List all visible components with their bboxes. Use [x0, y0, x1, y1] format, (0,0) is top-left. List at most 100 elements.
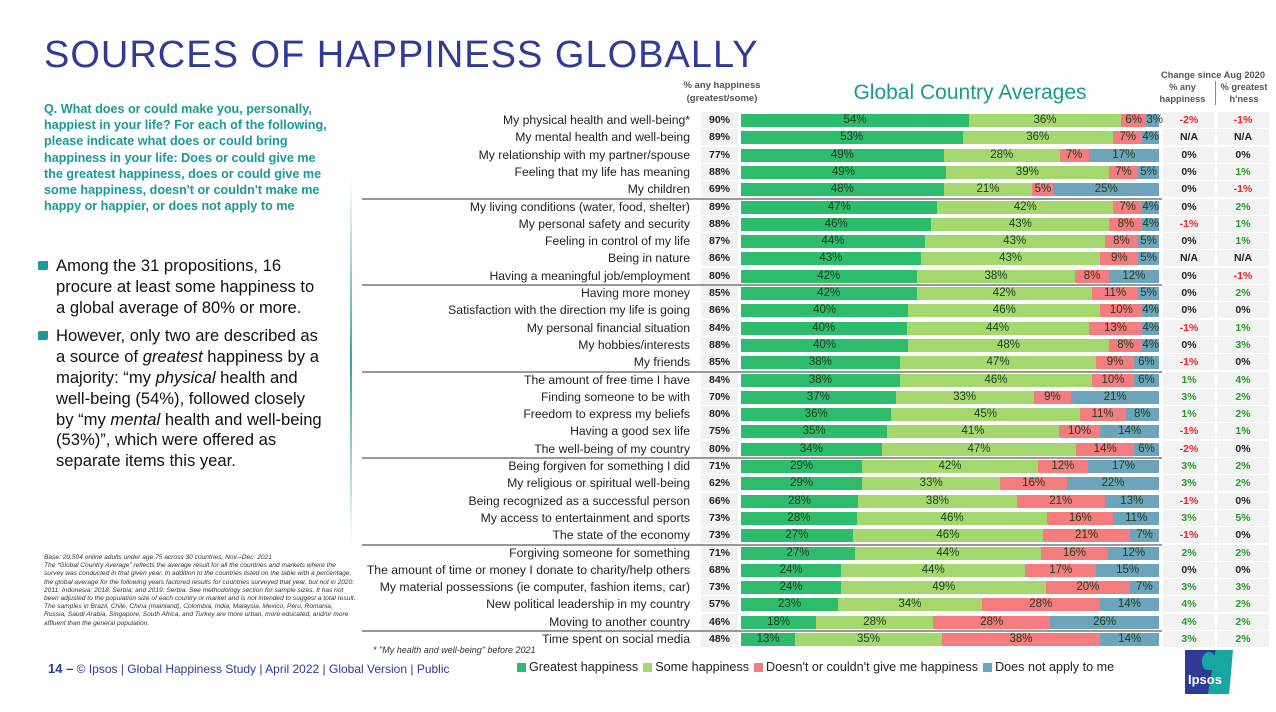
finding-bullet-1: Among the 31 propositions, 16 procure at… [36, 256, 326, 318]
not-apply-segment: 4% [1142, 304, 1159, 318]
group-separator [362, 543, 1162, 546]
change-greatest-value: 0% [1217, 354, 1269, 371]
stacked-bar: 53% 36% 7% 4% [741, 131, 1159, 145]
legend-swatch-icon [983, 662, 993, 672]
stacked-bar: 37% 33% 9% 21% [741, 390, 1159, 404]
some-segment: 43% [931, 217, 1110, 231]
group-separator [362, 630, 1162, 632]
legend-label: Greatest happiness [529, 660, 639, 674]
stacked-bar: 43% 43% 9% 5% [741, 252, 1159, 266]
change-any-value: 1% [1163, 406, 1215, 423]
some-segment: 44% [855, 546, 1041, 560]
any-happiness-value: 80% [701, 267, 738, 284]
no-happiness-segment: 7% [1108, 165, 1139, 179]
legend-item: Greatest happiness [517, 660, 638, 674]
greatest-segment: 54% [741, 114, 969, 127]
footnote-definition: The “Global Country Average” reflects th… [44, 562, 356, 603]
not-apply-segment: 6% [1134, 442, 1159, 456]
any-happiness-value: 73% [701, 509, 738, 526]
change-greatest-value: -1% [1217, 181, 1269, 198]
chart-title: Global Country Averages [853, 81, 1087, 104]
no-happiness-segment: 10% [1092, 373, 1134, 387]
greatest-segment: 42% [741, 269, 917, 283]
change-any-value: -1% [1163, 319, 1215, 336]
some-segment: 38% [858, 494, 1017, 508]
stacked-bar: 13% 35% 38% 14% [741, 633, 1159, 646]
stacked-bar: 29% 42% 12% 17% [741, 460, 1159, 473]
row-label: Being in nature [608, 251, 690, 266]
row-label: Having more money [580, 286, 690, 300]
stacked-bar: 40% 44% 13% 4% [741, 321, 1159, 335]
any-happiness-value: 85% [701, 354, 738, 371]
any-happiness-value: 62% [701, 475, 738, 492]
some-segment: 47% [881, 442, 1077, 456]
any-happiness-value: 86% [701, 250, 738, 267]
chart-row: Being forgiven for something I did 71% 29%… [0, 458, 1276, 475]
legend-item: Some happiness [643, 660, 749, 674]
row-label: The amount of free time I have [524, 372, 690, 387]
chart-row: My personal safety and security 88% 46% 43%… [0, 215, 1276, 233]
legend-swatch-icon [517, 662, 526, 672]
change-any-header-line-2: happiness [1159, 94, 1206, 104]
not-apply-segment: 5% [1138, 287, 1159, 300]
group-separator [362, 197, 1162, 200]
any-happiness-value: 88% [701, 215, 738, 232]
divider-line [350, 178, 352, 546]
any-happiness-value: 86% [701, 302, 738, 319]
no-happiness-segment: 9% [1096, 356, 1134, 370]
any-happiness-value: 75% [701, 423, 738, 440]
not-apply-segment: 6% [1133, 373, 1159, 387]
some-segment: 42% [862, 460, 1038, 473]
change-any-value: 0% [1163, 163, 1215, 180]
any-happiness-value: 57% [701, 596, 738, 613]
row-label: My living conditions (water, food, shelt… [469, 199, 690, 214]
change-any-value: 3% [1163, 509, 1215, 526]
row-label: My relationship with my partner/spouse [478, 147, 690, 162]
chart-row: My physical health and well-being* 90% 54%… [0, 112, 1276, 129]
chart-row: New political leadership in my country 57… [0, 596, 1276, 613]
chart-row: My personal financial situation 84% 40% 44%… [0, 319, 1276, 337]
chart-row: Having a good sex life 75% 35% 41% 10% 14% -1%… [0, 423, 1276, 440]
any-happiness-value: 89% [701, 198, 738, 215]
any-happiness-value: 90% [701, 112, 738, 128]
chart-row: Being in nature 86% 43% 43% 9% 5% N/A N/A [0, 250, 1276, 267]
change-any-value: -1% [1163, 492, 1215, 509]
group-separator [362, 457, 1162, 459]
some-segment: 39% [945, 165, 1109, 179]
logo-head-icon [1202, 652, 1216, 670]
stacked-bar: 38% 47% 9% 6% [741, 356, 1159, 370]
change-any-value: 3% [1163, 579, 1215, 596]
some-segment: 36% [962, 131, 1113, 145]
row-label: Freedom to express my beliefs [523, 407, 690, 422]
any-happiness-value: 88% [701, 336, 738, 353]
greatest-segment: 40% [741, 304, 909, 318]
change-any-value: 1% [1163, 371, 1215, 388]
not-apply-segment: 4% [1142, 338, 1159, 352]
change-any-value: 3% [1163, 475, 1215, 492]
stacked-bar: 42% 38% 8% 12% [741, 269, 1159, 283]
no-happiness-segment: 7% [1113, 131, 1143, 145]
change-greatest-value: 2% [1217, 198, 1269, 215]
stacked-bar: 36% 45% 11% 8% [741, 408, 1159, 422]
not-apply-segment: 5% [1138, 165, 1159, 179]
change-greatest-value: 0% [1217, 440, 1269, 457]
bullet-square-icon [38, 331, 48, 341]
row-label: My children [627, 182, 690, 197]
chart-row: My children 69% 48% 21% 5% 25% 0% -1% [0, 181, 1276, 198]
legend-label: Does not apply to me [995, 660, 1115, 674]
chart-row: My friends 85% 38% 47% 9% 6% -1% 0% [0, 354, 1276, 371]
any-happiness-value: 84% [701, 371, 738, 388]
row-label: Time spent on social media [542, 632, 690, 646]
not-apply-segment: 8% [1125, 408, 1159, 422]
row-label: Having a good sex life [570, 424, 690, 439]
change-any-value: N/A [1163, 129, 1215, 146]
row-label: New political leadership in my country [486, 597, 690, 612]
finding-text-1: Among the 31 propositions, 16 procure at… [56, 256, 315, 317]
change-greatest-value: N/A [1217, 129, 1269, 146]
footnote-samples: The samples in Brazil, Chile, China (mai… [44, 603, 349, 627]
change-any-header: % any happiness [1150, 81, 1216, 105]
not-apply-segment: 7% [1130, 529, 1159, 543]
no-happiness-segment: 9% [1033, 390, 1072, 404]
row-label: Having a meaningful job/employment [489, 268, 690, 283]
greatest-segment: 37% [741, 390, 896, 404]
